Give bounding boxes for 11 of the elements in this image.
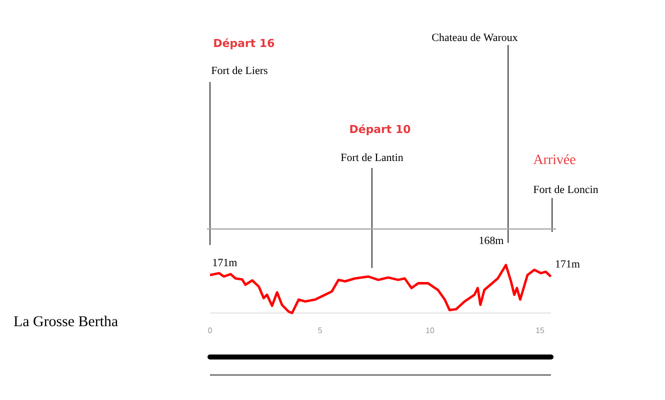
ref-line-label: Fort de Loncin	[534, 185, 598, 194]
annotation: 168m	[480, 236, 504, 244]
annotation: 171m	[213, 258, 237, 266]
text: Arrivée	[533, 154, 576, 164]
text: Départ 16	[214, 38, 274, 50]
text: La Grosse Bertha	[14, 316, 118, 326]
annotation: 171m	[556, 260, 580, 268]
ref-line-label: Chateau de Waroux	[432, 33, 518, 42]
ref-line-label: Fort de Liers	[212, 66, 268, 74]
text: Départ 10	[350, 124, 410, 136]
ref-line-label: Fort de Lantin	[340, 153, 404, 162]
